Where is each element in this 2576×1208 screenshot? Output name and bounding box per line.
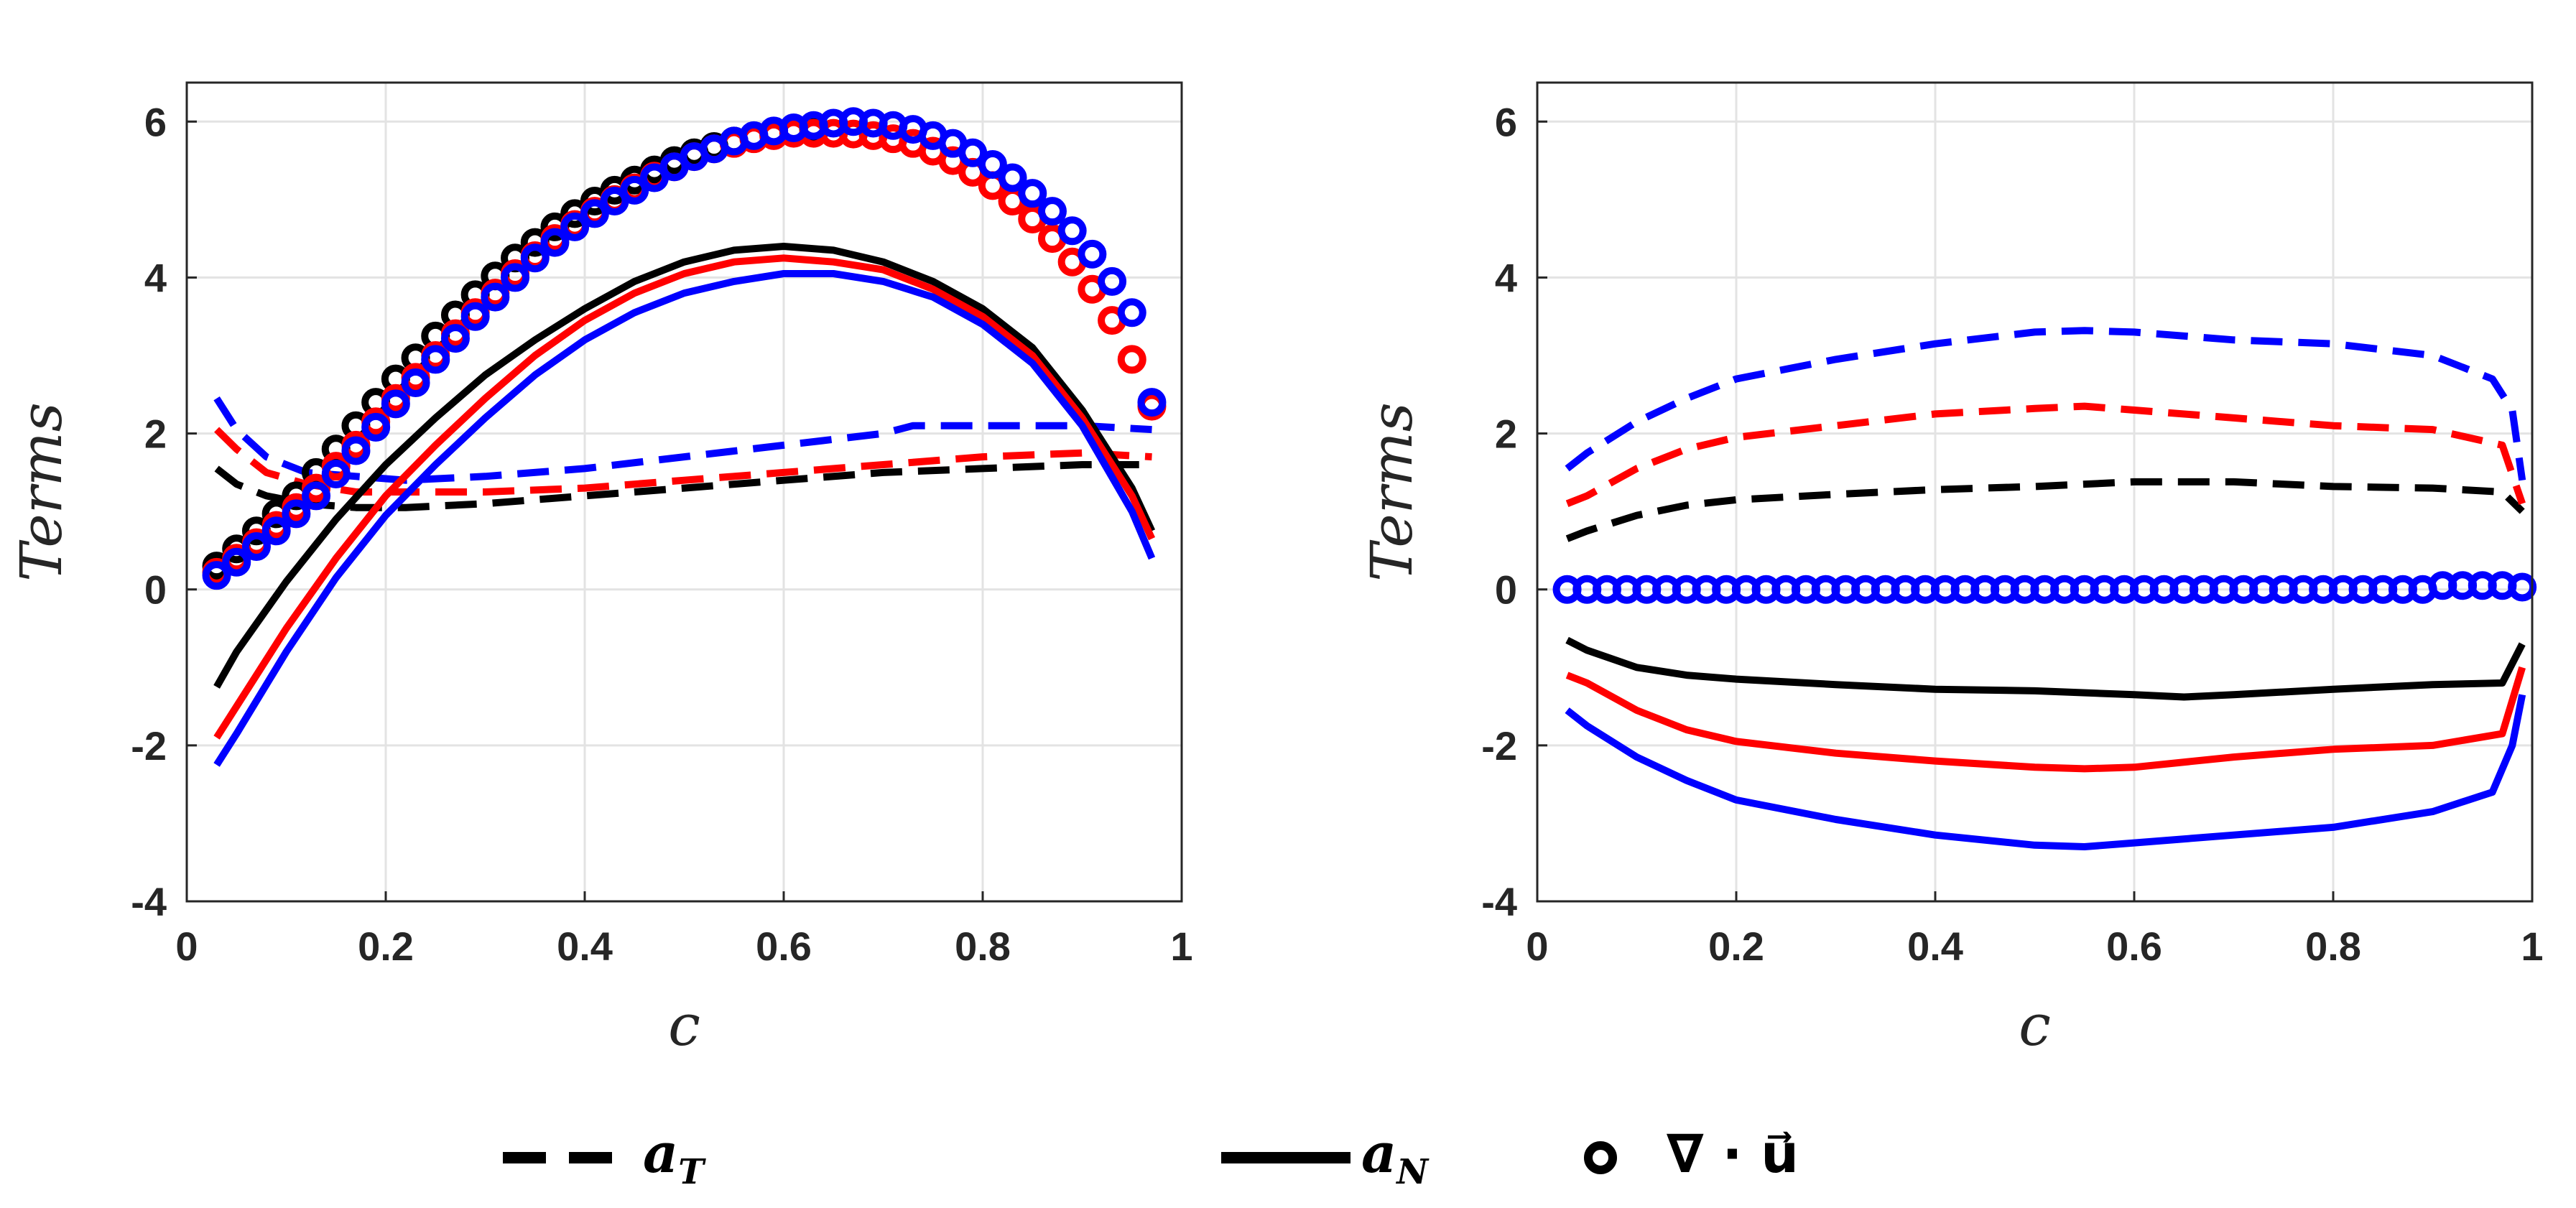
series-8-point-38: [958, 138, 988, 167]
y-tick-label-4: 4: [1495, 255, 1517, 300]
series-3-solid-line: [1565, 636, 2526, 701]
series-3-solid-line: [213, 243, 1156, 689]
series-8-point-45: [1098, 266, 1127, 296]
series-8-point-40: [998, 163, 1027, 192]
series-6-markers: [1552, 571, 2537, 604]
y-tick-label-5: 6: [1495, 99, 1517, 144]
series-8-point-46: [1117, 298, 1146, 327]
series-8-point-6: [321, 460, 351, 489]
series-8-point-0: [202, 561, 231, 590]
series-8-point-11: [421, 345, 450, 374]
series-1-dashed-line: [1565, 402, 2526, 507]
x-tick-label-0: 0: [175, 924, 198, 969]
series-8-point-5: [302, 481, 331, 511]
legend-label-at: aT: [643, 1121, 706, 1192]
x-tick-label-5: 1: [1170, 924, 1192, 969]
legend-item-an: aN: [1221, 1121, 1430, 1192]
series-7-point-46: [1117, 345, 1146, 374]
series-5-solid-line: [1565, 694, 2526, 850]
right-plot: 0 0.2 0.4 0.6 0.8 1 -4 -2 0 2 4 6 c Terms: [1358, 81, 2544, 1059]
series-8-point-15: [501, 263, 530, 292]
y-tick-label-2: 0: [1495, 567, 1517, 613]
series-4-solid-line: [213, 254, 1156, 740]
axes-frame: [185, 81, 1183, 903]
series-8-point-7: [341, 436, 371, 465]
x-tick-label-1: 0.2: [1708, 924, 1764, 969]
x-tick-label-2: 0.4: [557, 924, 613, 969]
left-plot: 0 0.2 0.4 0.6 0.8 1 -4 -2 0 2 4 6 c Terms: [8, 81, 1193, 1059]
series-8-point-21: [620, 175, 649, 205]
series-8-point-10: [401, 368, 430, 397]
x-tick-label-0: 0: [1526, 924, 1548, 969]
y-tick-label-5: 6: [144, 99, 167, 144]
x-tick-label-1: 0.2: [358, 924, 414, 969]
series-8-point-1: [222, 547, 251, 577]
series-8-point-44: [1078, 239, 1107, 269]
series-8-point-9: [381, 389, 410, 419]
series-4-solid-line: [1565, 666, 2526, 773]
series-8-point-12: [440, 324, 470, 353]
series-8-markers: [202, 107, 1167, 590]
series-8-point-3: [261, 516, 291, 546]
x-axis-label: c: [668, 992, 700, 1059]
series-8-point-14: [481, 282, 510, 312]
x-axis-label: c: [2019, 992, 2051, 1059]
legend-item-at: aT: [503, 1121, 706, 1192]
series-8-point-17: [540, 228, 570, 257]
y-tick-label-1: -2: [131, 723, 167, 768]
series-8-point-19: [580, 199, 609, 228]
series-8-point-4: [282, 499, 311, 529]
series-8-point-13: [460, 302, 490, 331]
x-tick-label-3: 0.6: [756, 924, 812, 969]
series-8-point-16: [520, 243, 550, 273]
series-8-point-8: [361, 412, 391, 442]
y-tick-label-1: -2: [1481, 723, 1517, 768]
x-tick-label-2: 0.4: [1907, 924, 1963, 969]
x-tick-label-4: 0.8: [2305, 924, 2361, 969]
y-axis-label: Terms: [1358, 402, 1425, 582]
series-8-point-42: [1037, 197, 1067, 226]
x-tick-label-4: 0.8: [955, 924, 1011, 969]
series-1-dashed-line: [214, 427, 1152, 496]
y-tick-label-3: 2: [1495, 412, 1517, 457]
legend-circle-marker: [1584, 1141, 1617, 1174]
y-tick-label-0: -4: [1481, 879, 1517, 924]
x-tick-label-3: 0.6: [2106, 924, 2162, 969]
series-0-dashed-line: [1565, 478, 2525, 542]
series-8-point-43: [1057, 216, 1087, 246]
series-5-solid-line: [213, 270, 1156, 767]
legend: aT aN ∇ · u⃗: [503, 1121, 1799, 1192]
series-8-point-18: [560, 212, 590, 241]
y-tick-label-2: 0: [144, 567, 167, 613]
series-0-dashed-line: [214, 461, 1152, 511]
legend-label-divergence: ∇ · u⃗: [1667, 1123, 1799, 1185]
x-tick-label-5: 1: [2521, 924, 2543, 969]
series-8-point-39: [978, 150, 1007, 179]
y-tick-label-0: -4: [131, 879, 167, 924]
y-tick-label-4: 4: [144, 255, 167, 300]
legend-item-divergence: ∇ · u⃗: [1584, 1123, 1799, 1185]
series-2-dashed-line: [1565, 327, 2526, 481]
axes-frame: [1536, 81, 2534, 903]
series-8-point-47: [1137, 388, 1167, 417]
legend-label-an: aN: [1361, 1121, 1430, 1192]
series-8-point-41: [1018, 179, 1047, 208]
y-axis-label: Terms: [8, 402, 75, 582]
series-2-dashed-line: [213, 396, 1152, 484]
series-8-point-2: [241, 532, 271, 561]
y-tick-label-3: 2: [144, 412, 167, 457]
